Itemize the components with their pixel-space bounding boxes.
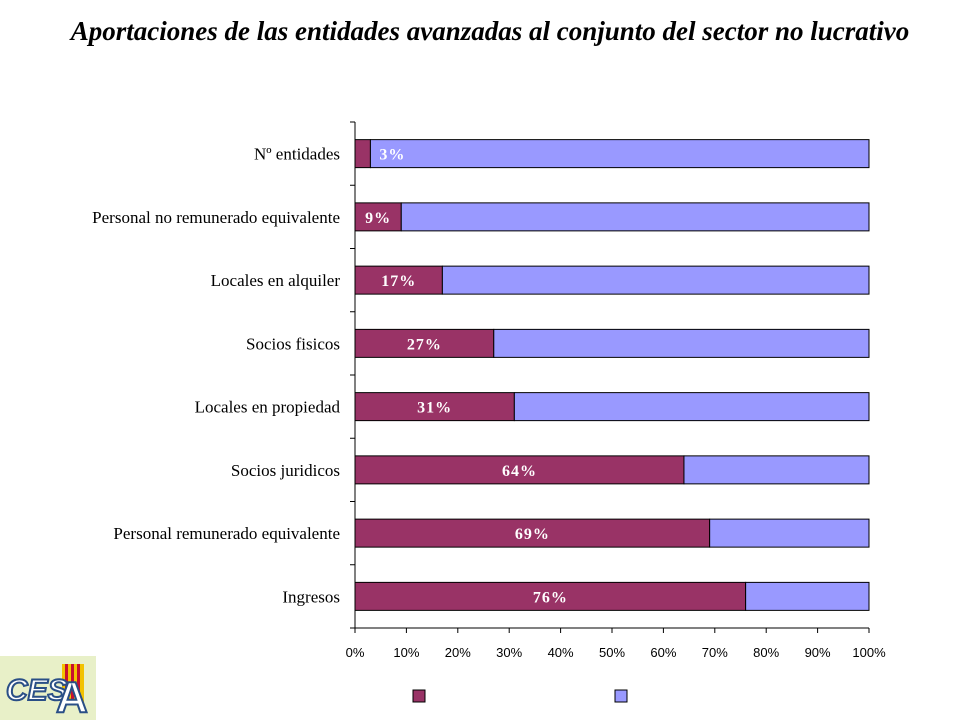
x-tick-label: 100% xyxy=(852,645,886,660)
legend-swatch-series-1 xyxy=(412,689,426,703)
x-tick-label: 60% xyxy=(650,645,676,660)
category-label: Socios fisicos xyxy=(246,334,340,353)
bar-segment-series-2 xyxy=(745,581,870,611)
bar-segment-series-1 xyxy=(354,202,402,232)
legend-swatch-series-2 xyxy=(614,689,628,703)
category-label: Ingresos xyxy=(282,587,340,606)
bar-segment-series-1 xyxy=(354,139,371,169)
x-tick-label: 50% xyxy=(599,645,625,660)
bar-segment-series-2 xyxy=(513,392,870,422)
bar-segment-series-2 xyxy=(369,139,870,169)
svg-text:A: A xyxy=(56,673,88,720)
bar-segment-series-2 xyxy=(709,518,870,548)
x-tick-label: 0% xyxy=(346,645,365,660)
category-label: Locales en alquiler xyxy=(211,271,341,290)
x-tick-label: 10% xyxy=(393,645,419,660)
x-tick-label: 80% xyxy=(753,645,779,660)
data-label: 64% xyxy=(502,463,537,480)
data-label: 27% xyxy=(407,336,442,353)
x-tick-label: 30% xyxy=(496,645,522,660)
bar-segment-series-1 xyxy=(354,392,515,422)
data-label: 3% xyxy=(379,147,405,164)
category-label: Nº entidades xyxy=(254,145,340,164)
bar-segment-series-2 xyxy=(441,265,870,295)
x-tick-label: 20% xyxy=(445,645,471,660)
x-tick-label: 70% xyxy=(702,645,728,660)
bar-segment-series-2 xyxy=(493,328,870,358)
data-label: 31% xyxy=(417,400,452,417)
bar-segment-series-2 xyxy=(400,202,870,232)
data-label: 9% xyxy=(365,210,391,227)
data-label: 69% xyxy=(515,526,550,543)
svg-text:CES: CES xyxy=(6,674,68,707)
bar-segment-series-1 xyxy=(354,581,747,611)
x-tick-label: 90% xyxy=(805,645,831,660)
chart-title: Aportaciones de las entidades avanzadas … xyxy=(70,16,910,46)
data-label: 17% xyxy=(381,273,416,290)
bar-segment-series-1 xyxy=(354,265,443,295)
category-label: Personal no remunerado equivalente xyxy=(92,208,340,227)
category-label: Personal remunerado equivalente xyxy=(113,524,340,543)
category-label: Locales en propiedad xyxy=(195,398,341,417)
category-label: Socios juridicos xyxy=(231,461,340,480)
bar-segment-series-2 xyxy=(683,455,870,485)
x-tick-label: 40% xyxy=(548,645,574,660)
bar-segment-series-1 xyxy=(354,328,495,358)
cesa-logo: CES A xyxy=(0,656,96,720)
bar-segment-series-1 xyxy=(354,518,711,548)
data-label: 76% xyxy=(533,589,568,606)
